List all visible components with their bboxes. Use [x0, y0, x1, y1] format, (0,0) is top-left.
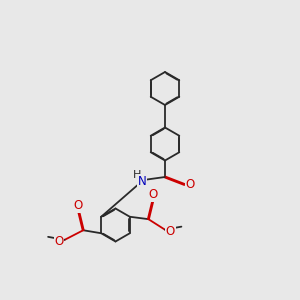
- Text: O: O: [185, 178, 194, 191]
- Text: N: N: [137, 175, 146, 188]
- Text: O: O: [55, 235, 64, 248]
- Text: H: H: [133, 169, 141, 180]
- Text: O: O: [149, 188, 158, 201]
- Text: O: O: [166, 225, 175, 238]
- Text: O: O: [74, 199, 83, 212]
